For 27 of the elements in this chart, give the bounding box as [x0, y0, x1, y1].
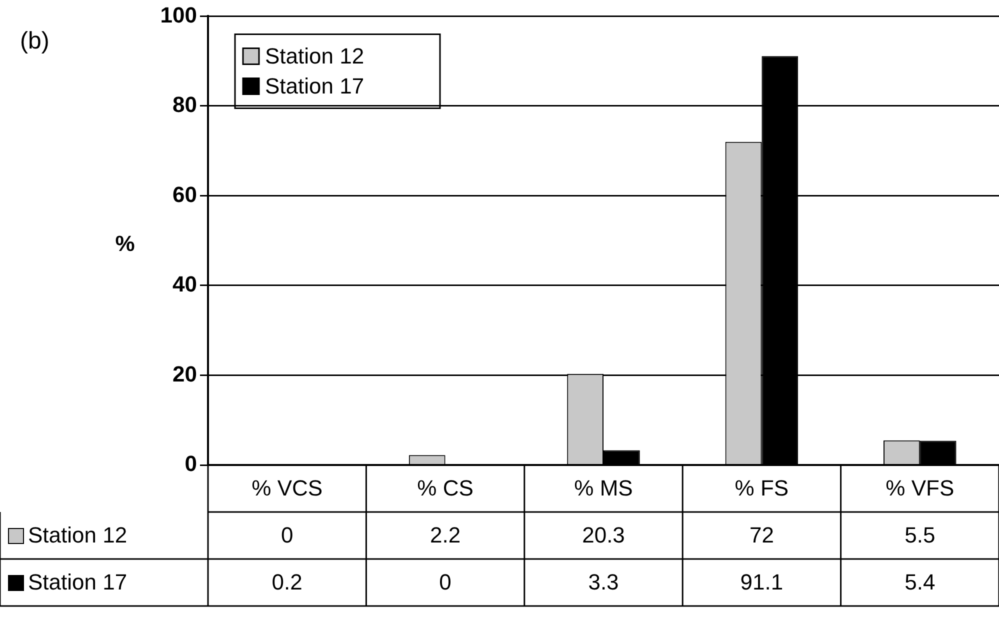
x-tick-label: % CS	[417, 476, 474, 501]
data-label: 0.2	[272, 570, 302, 595]
data-label: 72	[749, 522, 774, 548]
data-label: 0	[439, 570, 452, 595]
data-label: 5.4	[904, 570, 936, 595]
text: Station 17	[28, 570, 128, 595]
x-tick-label: % VFS	[886, 476, 954, 501]
x-tick-label: % FS	[734, 476, 789, 501]
data-label: 91.1	[740, 570, 784, 595]
y-tick-label: 40	[172, 272, 197, 297]
legend-label: Station 17	[265, 73, 364, 98]
y-tick-label: 0	[184, 451, 197, 476]
y-tick-label: 100	[160, 2, 197, 28]
y-tick-label: 80	[172, 92, 197, 118]
data-label: 2.2	[430, 522, 461, 548]
text: Station 12	[28, 522, 128, 548]
x-tick-label: % VCS	[252, 476, 323, 501]
x-tick-label: % MS	[574, 476, 633, 501]
text: (b)	[20, 28, 50, 55]
data-label: 3.3	[588, 570, 619, 595]
y-axis-title: %	[115, 231, 135, 256]
y-tick-label: 60	[172, 182, 197, 207]
legend-label: Station 12	[265, 43, 364, 68]
data-label: 0	[280, 522, 294, 548]
data-label: 5.5	[904, 522, 936, 548]
y-tick-label: 20	[172, 361, 197, 386]
data-label: 20.3	[582, 522, 625, 548]
